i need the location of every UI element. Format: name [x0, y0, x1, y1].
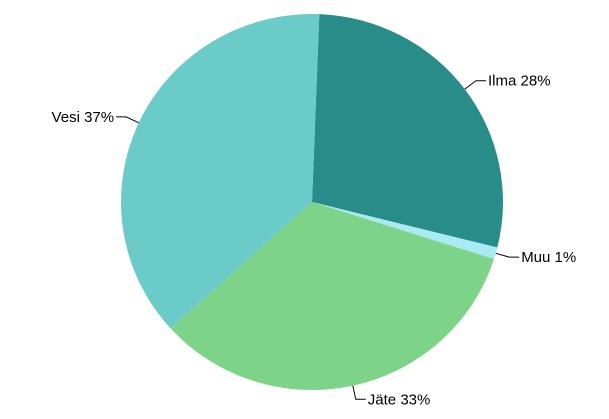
- leader-line-ilma: [464, 80, 486, 90]
- pie-slice-muu: [312, 202, 498, 260]
- pie-slices: [120, 14, 503, 391]
- slice-label-muu: Muu 1%: [521, 249, 576, 266]
- slice-label-vesi: Vesi 37%: [52, 109, 115, 126]
- leader-line-muu: [495, 252, 520, 258]
- pie-leader-lines: [116, 80, 520, 400]
- leader-line-j-te: [352, 385, 366, 400]
- pie-slice-vesi: [120, 14, 320, 329]
- pie-slice-ilma: [312, 14, 503, 248]
- leader-line-vesi: [116, 116, 140, 124]
- pie-slice-j-te: [170, 202, 494, 391]
- slice-label-j-te: Jäte 33%: [368, 391, 431, 408]
- slice-label-ilma: Ilma 28%: [488, 73, 551, 90]
- pie-labels: Ilma 28% Muu 1% Jäte 33% Vesi 37%: [52, 73, 577, 409]
